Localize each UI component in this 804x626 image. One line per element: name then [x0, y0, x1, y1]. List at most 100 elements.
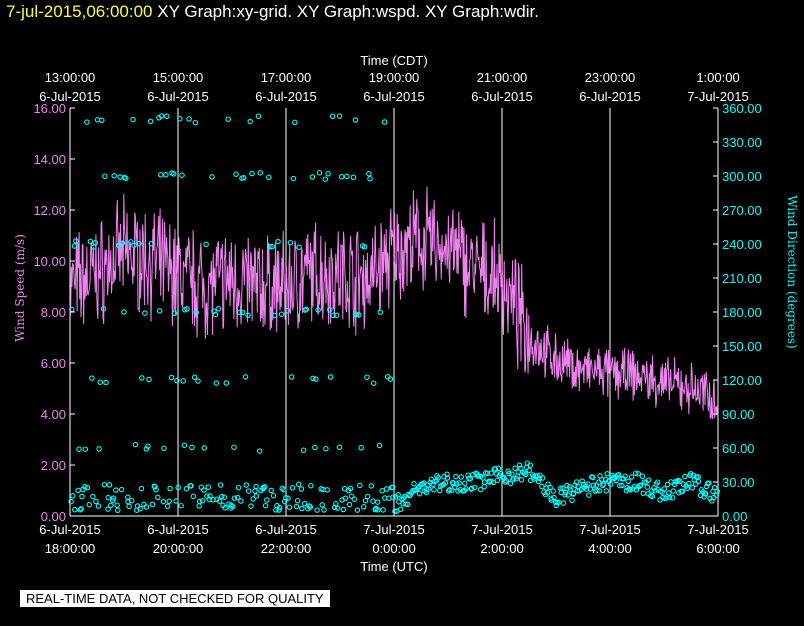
wind-direction-point — [503, 478, 510, 484]
wind-direction-point — [354, 507, 361, 513]
wind-direction-point — [303, 306, 310, 313]
axis-ticks: 6-Jul-2015 18:00:00 13:00:00 6-Jul-2015 6-Ju… — [33, 70, 761, 556]
wind-direction-point — [550, 488, 556, 494]
wind-direction-point — [352, 117, 359, 123]
wind-direction-point — [356, 312, 362, 318]
wind-direction-point — [71, 243, 78, 249]
wind-direction-point — [72, 506, 78, 513]
wind-direction-point — [714, 488, 720, 495]
wind-direction-point — [467, 476, 474, 482]
wind-direction-point — [299, 505, 305, 512]
wind-direction-point — [396, 499, 402, 505]
wind-direction-point — [347, 485, 354, 492]
wind-direction-point — [590, 474, 596, 481]
wind-direction-point — [158, 172, 164, 178]
wind-direction-point — [377, 309, 384, 315]
wind-direction-point — [294, 497, 301, 504]
wind-direction-point — [96, 446, 102, 452]
wind-direction-point — [637, 482, 644, 488]
bottom-tick-date: 7-Jul-2015 — [687, 522, 748, 537]
wind-direction-point — [189, 444, 195, 451]
wind-direction-point — [276, 507, 282, 513]
wind-direction-point — [551, 494, 557, 501]
wind-direction-point — [212, 311, 219, 318]
wind-direction-point — [437, 487, 443, 494]
wind-direction-point — [684, 485, 690, 492]
wind-direction-point — [590, 482, 597, 488]
wind-direction-point — [143, 504, 150, 510]
wind-direction-point — [264, 497, 270, 503]
qc-notice: REAL-TIME DATA, NOT CHECKED FOR QUALITY — [20, 590, 330, 607]
wind-direction-point — [657, 497, 663, 503]
wind-direction-point — [522, 471, 529, 478]
wind-direction-point — [262, 483, 268, 490]
right-tick-label: 60.00 — [722, 441, 755, 456]
bottom-tick-time: 4:00:00 — [588, 541, 631, 556]
wind-direction-point — [333, 312, 340, 318]
wind-direction-point — [142, 310, 148, 316]
wind-direction-point — [706, 480, 712, 486]
wind-direction-point — [342, 495, 349, 502]
wind-direction-point — [209, 174, 215, 180]
wind-direction-point — [149, 501, 156, 508]
wind-direction-point — [270, 492, 277, 499]
wind-direction-point — [99, 117, 105, 124]
wind-direction-point — [267, 243, 273, 250]
wind-direction-point — [252, 488, 258, 494]
wind-direction-point — [173, 498, 179, 504]
wind-direction-point — [168, 374, 175, 381]
wind-direction-point — [626, 486, 633, 492]
wind-direction-point — [134, 503, 141, 509]
wind-direction-point — [128, 239, 134, 245]
wind-direction-point — [654, 479, 661, 485]
wind-direction-point — [242, 374, 249, 380]
wind-direction-point — [102, 173, 108, 179]
wind-direction-point — [160, 498, 167, 505]
top-tick-date: 6-Jul-2015 — [471, 89, 532, 104]
wind-direction-point — [183, 486, 190, 492]
wind-direction-point — [257, 169, 264, 176]
wind-direction-point — [635, 471, 642, 477]
wind-direction-point — [276, 504, 283, 511]
wind-direction-point — [562, 492, 568, 498]
wind-direction-point — [713, 492, 720, 498]
wind-direction-point — [379, 488, 385, 494]
wind-direction-point — [666, 494, 673, 501]
wind-direction-point — [526, 467, 532, 474]
wind-direction-point — [512, 465, 518, 472]
wind-direction-point — [565, 492, 571, 498]
wind-direction-point — [622, 473, 628, 479]
wind-direction-point — [628, 474, 635, 480]
wind-direction-point — [327, 307, 333, 313]
wind-direction-point — [245, 312, 251, 319]
wind-direction-point — [290, 175, 297, 182]
wind-direction-point — [495, 465, 502, 472]
wind-direction-point — [362, 497, 369, 504]
wind-direction-point — [190, 493, 197, 500]
bottom-tick-time: 20:00:00 — [153, 541, 204, 556]
wind-direction-point — [77, 507, 83, 513]
wind-direction-point — [313, 376, 319, 382]
wind-direction-point — [321, 507, 327, 513]
wind-direction-point — [205, 484, 212, 490]
wind-direction-point — [547, 484, 553, 491]
wind-direction-point — [306, 503, 313, 509]
wind-direction-point — [268, 487, 274, 494]
wind-direction-point — [560, 485, 566, 491]
wind-direction-point — [456, 480, 462, 486]
bottom-tick-date: 6-Jul-2015 — [255, 522, 316, 537]
wind-direction-point — [217, 482, 224, 488]
top-tick-date: 6-Jul-2015 — [39, 89, 100, 104]
right-tick-label: 90.00 — [722, 407, 755, 422]
wind-direction-point — [695, 478, 702, 485]
wind-direction-point — [130, 116, 136, 123]
wind-direction-point — [82, 446, 89, 452]
wind-direction-point — [94, 117, 101, 123]
wind-direction-point — [539, 475, 546, 481]
wind-direction-point — [682, 473, 688, 480]
wind-direction-point — [453, 473, 459, 480]
wind-direction-point — [537, 472, 543, 478]
bottom-tick-time: 18:00:00 — [45, 541, 96, 556]
wind-direction-point — [536, 475, 543, 482]
bottom-tick-time: 22:00:00 — [261, 541, 312, 556]
